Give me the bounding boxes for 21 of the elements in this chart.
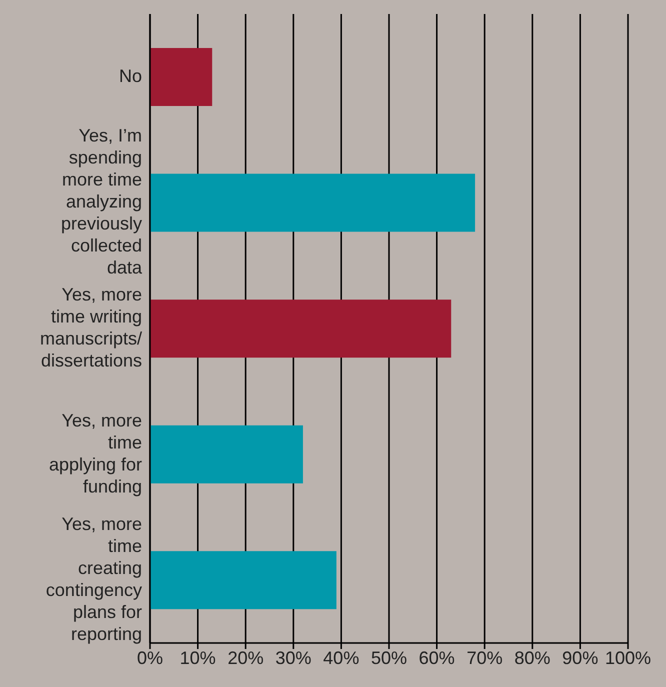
x-tick-label: 0% xyxy=(136,648,164,668)
y-tick-label: Yes, more time writing manuscripts/ dissertations xyxy=(40,284,142,370)
bar xyxy=(150,300,452,358)
y-tick-label: Yes, I’m spending more time analyzing previously collected data xyxy=(60,125,143,278)
x-tick-label: 40% xyxy=(323,648,360,668)
x-tick-label: 30% xyxy=(275,648,312,668)
bar xyxy=(150,551,336,610)
x-tick-label: 70% xyxy=(466,648,503,668)
y-tick-label: Yes, more time creating contingency plans for reporting xyxy=(46,514,142,644)
x-tick-label: 80% xyxy=(514,648,550,668)
x-tick-label: 20% xyxy=(228,648,264,668)
bar xyxy=(150,48,212,106)
x-tick-label: 50% xyxy=(370,648,408,668)
x-tick-label: 90% xyxy=(562,648,598,668)
x-tick-label: 10% xyxy=(180,648,216,668)
x-tick-label: 100% xyxy=(604,648,652,668)
y-tick-label: No xyxy=(118,66,142,86)
bar xyxy=(150,425,303,484)
y-tick-label: Yes, more time applying for funding xyxy=(48,410,142,496)
bar xyxy=(150,174,476,232)
x-tick-label: 60% xyxy=(418,648,455,668)
